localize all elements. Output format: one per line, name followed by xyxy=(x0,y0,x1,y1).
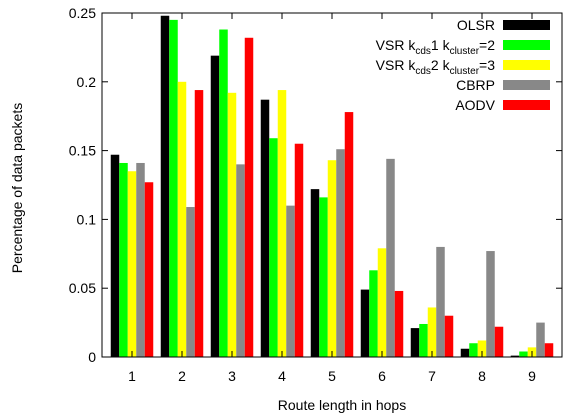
x-tick-label: 9 xyxy=(528,368,536,384)
legend-label-vsr-k-cds1-k-cluster-2: VSR kcds1 kcluster=2 xyxy=(376,37,496,57)
legend-swatch-aodv xyxy=(503,100,550,110)
bar-aodv-hop-2 xyxy=(194,90,204,357)
bar-vsr-k-cds2-k-cluster-3-hop-7 xyxy=(427,307,437,357)
bar-vsr-k-cds2-k-cluster-3-hop-3 xyxy=(227,92,237,357)
x-tick-label: 4 xyxy=(278,368,286,384)
bar-cbrp-hop-7 xyxy=(436,246,445,357)
bar-olsr-hop-7 xyxy=(410,328,420,357)
legend-swatch-cbrp xyxy=(503,80,550,90)
bar-vsr-k-cds1-k-cluster-2-hop-9 xyxy=(519,351,528,357)
bar-vsr-k-cds1-k-cluster-2-hop-6 xyxy=(369,270,378,357)
bar-vsr-k-cds1-k-cluster-2-hop-4 xyxy=(269,138,278,357)
legend-swatch-vsr-k-cds1-k-cluster-2 xyxy=(503,40,550,50)
bar-vsr-k-cds2-k-cluster-3-hop-2 xyxy=(177,81,187,358)
legend-label-cbrp: CBRP xyxy=(456,77,495,93)
y-tick-label: 0.05 xyxy=(69,280,96,296)
bar-aodv-hop-7 xyxy=(444,315,454,357)
bars-layer xyxy=(110,15,554,358)
y-tick-label: 0.25 xyxy=(69,5,96,21)
bar-cbrp-hop-8 xyxy=(486,251,495,357)
bar-aodv-hop-1 xyxy=(144,182,154,357)
bar-olsr-hop-2 xyxy=(160,15,170,357)
bar-vsr-k-cds1-k-cluster-2-hop-3 xyxy=(219,29,228,357)
bar-vsr-k-cds2-k-cluster-3-hop-8 xyxy=(477,340,487,357)
legend-label-vsr-k-cds2-k-cluster-3: VSR kcds2 kcluster=3 xyxy=(376,57,496,77)
x-tick-label: 7 xyxy=(428,368,436,384)
y-tick-label: 0.1 xyxy=(77,211,97,227)
bar-aodv-hop-9 xyxy=(544,343,554,357)
bar-vsr-k-cds1-k-cluster-2-hop-5 xyxy=(319,197,328,357)
bar-vsr-k-cds1-k-cluster-2-hop-2 xyxy=(169,19,178,357)
bar-olsr-hop-1 xyxy=(110,154,120,357)
y-tick-label: 0 xyxy=(88,349,96,365)
legend-label-olsr: OLSR xyxy=(457,17,495,33)
bar-cbrp-hop-2 xyxy=(186,207,195,357)
legend-label-aodv: AODV xyxy=(455,97,495,113)
legend-swatch-olsr xyxy=(503,20,550,30)
y-tick-label: 0.2 xyxy=(77,74,97,90)
axes-layer: 0 0.05 0.1 0.15 0.2 0.25 1 2 3 4 5 6 7 8 9 xyxy=(69,5,563,384)
x-tick-label: 3 xyxy=(228,368,236,384)
bar-vsr-k-cds1-k-cluster-2-hop-1 xyxy=(119,162,128,357)
bar-olsr-hop-8 xyxy=(460,348,470,357)
bar-aodv-hop-8 xyxy=(494,326,504,357)
bar-olsr-hop-4 xyxy=(260,99,270,357)
x-tick-label: 1 xyxy=(128,368,136,384)
y-axis-label: Percentage of data packets xyxy=(9,103,25,273)
x-tick-label: 6 xyxy=(378,368,386,384)
bar-cbrp-hop-5 xyxy=(336,149,345,357)
bar-olsr-hop-6 xyxy=(360,289,370,357)
x-axis-label: Route length in hops xyxy=(278,397,406,413)
bar-cbrp-hop-6 xyxy=(386,158,395,357)
bar-cbrp-hop-1 xyxy=(136,162,145,357)
legend-swatch-vsr-k-cds2-k-cluster-3 xyxy=(503,60,550,70)
bar-olsr-hop-5 xyxy=(310,189,320,357)
bar-aodv-hop-4 xyxy=(294,143,304,357)
bar-vsr-k-cds2-k-cluster-3-hop-4 xyxy=(277,90,287,357)
bar-olsr-hop-9 xyxy=(510,355,520,357)
bar-vsr-k-cds1-k-cluster-2-hop-7 xyxy=(419,323,428,357)
bar-cbrp-hop-9 xyxy=(536,322,545,357)
bar-aodv-hop-5 xyxy=(344,112,354,357)
bar-cbrp-hop-4 xyxy=(286,205,295,357)
bar-vsr-k-cds2-k-cluster-3-hop-6 xyxy=(377,248,387,357)
x-tick-label: 2 xyxy=(178,368,186,384)
bar-olsr-hop-3 xyxy=(210,55,220,357)
bar-vsr-k-cds2-k-cluster-3-hop-1 xyxy=(127,171,137,357)
x-tick-label: 8 xyxy=(478,368,486,384)
bar-vsr-k-cds1-k-cluster-2-hop-8 xyxy=(469,343,478,357)
y-tick-label: 0.15 xyxy=(69,143,96,159)
bar-aodv-hop-6 xyxy=(394,290,404,357)
bar-cbrp-hop-3 xyxy=(236,164,245,357)
bar-vsr-k-cds2-k-cluster-3-hop-5 xyxy=(327,160,337,357)
x-tick-label: 5 xyxy=(328,368,336,384)
bar-aodv-hop-3 xyxy=(244,37,254,358)
